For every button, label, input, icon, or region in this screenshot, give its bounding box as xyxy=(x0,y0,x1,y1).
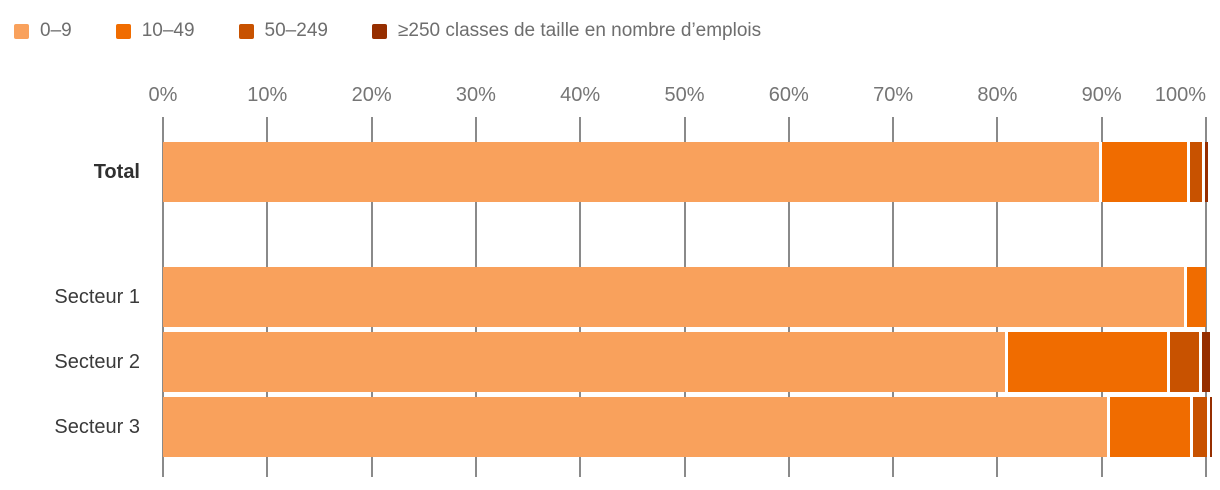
legend-swatch-icon xyxy=(115,23,131,39)
bar-segment-secteur-2-≥250[interactable] xyxy=(1198,332,1211,392)
category-label-secteur-1: Secteur 1 xyxy=(54,285,140,308)
x-tick-label: 70% xyxy=(873,84,914,106)
bar-segment-secteur-3-50–249[interactable] xyxy=(1190,397,1208,457)
bar-segment-total-10–49[interactable] xyxy=(1098,142,1188,202)
x-tick-label: 50% xyxy=(664,84,705,106)
x-tick-label: 0% xyxy=(148,84,178,106)
bar-row-secteur-2 xyxy=(0,332,1220,392)
bar-segment-secteur-1-0–9[interactable] xyxy=(163,267,1185,327)
category-label-secteur-3: Secteur 3 xyxy=(54,415,140,438)
x-tick-label: 100% xyxy=(1154,84,1206,106)
legend-label: 50–249 xyxy=(264,20,328,41)
x-tick-label: 10% xyxy=(247,84,288,106)
legend-item-2[interactable]: 10–49 xyxy=(115,20,195,42)
legend-label: 0–9 xyxy=(40,20,72,41)
category-label-secteur-2: Secteur 2 xyxy=(54,350,140,373)
x-tick-label: 20% xyxy=(351,84,392,106)
bar-segment-secteur-3-0–9[interactable] xyxy=(163,397,1107,457)
legend-item-4[interactable]: ≥250 classes de taille en nombre d’emplo… xyxy=(371,20,762,42)
legend-item-3[interactable]: 50–249 xyxy=(238,20,328,42)
bar-segment-secteur-1-10–49[interactable] xyxy=(1184,267,1206,327)
legend-label: 10–49 xyxy=(141,20,195,41)
legend-item-1[interactable]: 0–9 xyxy=(14,20,72,42)
bar-row-secteur-1 xyxy=(0,267,1220,327)
x-tick-label: 90% xyxy=(1081,84,1122,106)
x-tick-label: 60% xyxy=(768,84,809,106)
bar-segment-total-0–9[interactable] xyxy=(163,142,1099,202)
legend-label: ≥250 classes de taille en nombre d’emplo… xyxy=(397,20,762,41)
bar-segment-secteur-2-10–49[interactable] xyxy=(1004,332,1168,392)
gridline-100% xyxy=(1205,117,1207,477)
bar-segment-total-50–249[interactable] xyxy=(1187,142,1202,202)
category-label-total: Total xyxy=(93,160,140,183)
bar-row-secteur-3 xyxy=(0,397,1220,457)
legend-swatch-icon xyxy=(371,23,387,39)
bar-row-total xyxy=(0,142,1220,202)
x-tick-label: 80% xyxy=(977,84,1018,106)
x-tick-label: 40% xyxy=(560,84,601,106)
legend-swatch-icon xyxy=(238,23,254,39)
bar-segment-secteur-3-10–49[interactable] xyxy=(1106,397,1191,457)
bar-segment-secteur-3-≥250[interactable] xyxy=(1207,397,1213,457)
legend-swatch-icon xyxy=(14,23,29,39)
bar-segment-total-≥250[interactable] xyxy=(1201,142,1209,202)
x-tick-label: 30% xyxy=(455,84,496,106)
chart-legend: 0–9 10–49 50–249 ≥250 classes de taille en … xyxy=(14,20,761,42)
bar-segment-secteur-2-0–9[interactable] xyxy=(163,332,1005,392)
bar-segment-secteur-2-50–249[interactable] xyxy=(1167,332,1199,392)
